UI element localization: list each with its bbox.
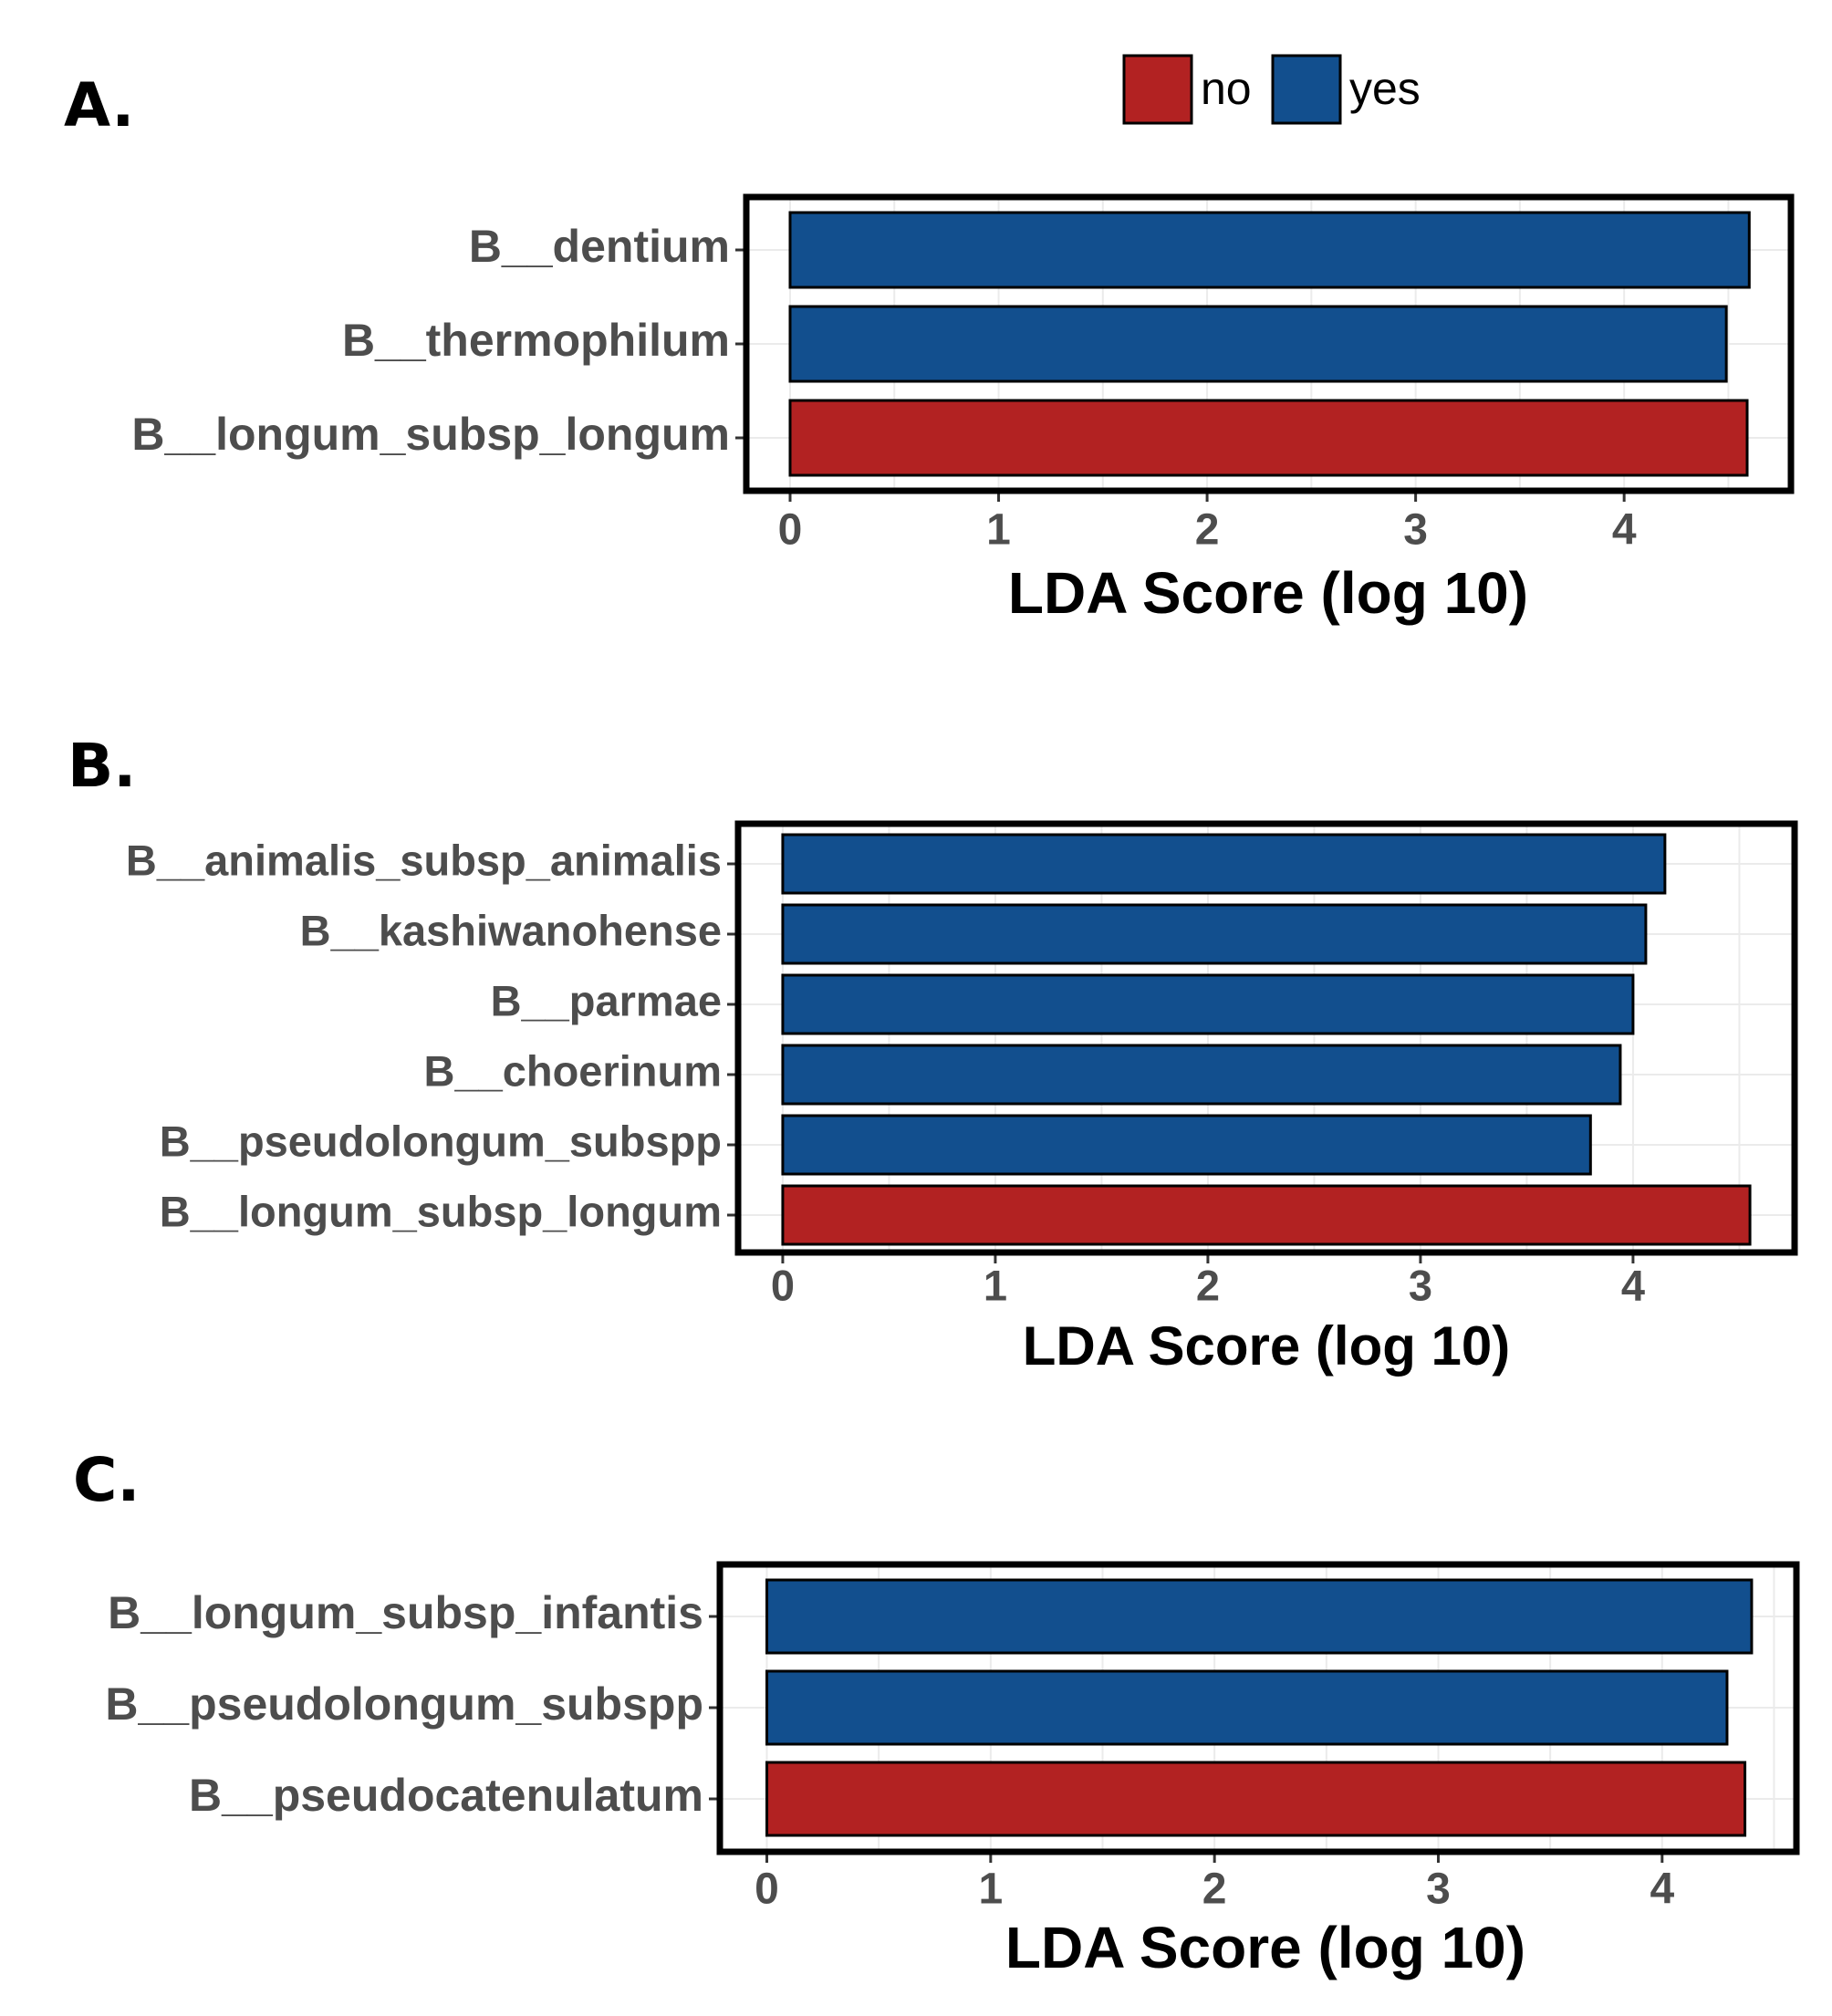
x-tick-label-1: 1: [978, 1865, 1003, 1914]
legend-label-yes: yes: [1349, 63, 1421, 114]
bar-b-kashiwanohense: [781, 903, 1648, 965]
x-axis: 0 1 2 3 4: [778, 493, 1637, 555]
x-tick-label-0: 0: [771, 1261, 795, 1309]
panel-label: C.: [73, 1445, 141, 1515]
x-tick-label-0: 0: [755, 1865, 779, 1914]
bars: [781, 833, 1752, 1246]
legend-key-no: [1122, 54, 1193, 125]
bar-b-longum-subsp-infantis: [765, 1578, 1754, 1655]
x-axis: 0 1 2 3 4: [771, 1254, 1645, 1309]
x-tick-label-0: 0: [778, 506, 803, 555]
category-label-b-choerinum: B__choerinum: [424, 1046, 722, 1095]
x-axis-title: LDA Score (log 10): [1008, 560, 1528, 626]
x-axis: 0 1 2 3 4: [755, 1854, 1674, 1914]
chart-panel-a: A. B__dentium B__thermophilum B__longum_sub…: [64, 70, 1795, 626]
legend: no yes: [1122, 54, 1421, 125]
x-tick-label-2: 2: [1196, 1261, 1220, 1309]
category-label-b-longum-subsp-longum: B__longum_subsp_longum: [160, 1187, 722, 1235]
category-label-b-pseudolongum-subspp: B__pseudolongum_subspp: [105, 1678, 703, 1730]
x-tick-label-3: 3: [1409, 1261, 1432, 1309]
panel-frame: [716, 1561, 1800, 1855]
panel-frame: [734, 820, 1798, 1256]
bar-b-choerinum: [781, 1044, 1622, 1106]
x-axis-title: LDA Score (log 10): [1005, 1915, 1525, 1980]
bar-b-longum-subsp-longum: [781, 1184, 1752, 1246]
bar-b-thermophilum: [788, 305, 1728, 383]
bar-b-pseudocatenulatum: [765, 1761, 1747, 1837]
category-label-b-dentium: B__dentium: [469, 221, 730, 272]
y-axis: B__dentium B__thermophilum B__longum_subsp…: [131, 221, 744, 460]
bar-b-dentium: [788, 211, 1751, 289]
category-label-b-parmae: B__parmae: [491, 976, 722, 1024]
bar-b-pseudolongum-subspp: [781, 1114, 1592, 1176]
x-tick-label-4: 4: [1612, 506, 1637, 555]
category-label-b-thermophilum: B__thermophilum: [342, 315, 730, 366]
y-axis: B__animalis_subsp_animalis B__kashiwanohe…: [126, 836, 736, 1235]
chart-panel-b: B. B__animalis_subsp_animalis B__kashiwano…: [68, 731, 1798, 1377]
x-tick-label-4: 4: [1621, 1261, 1645, 1309]
x-tick-label-1: 1: [986, 506, 1011, 555]
bars: [788, 211, 1751, 477]
bar-b-parmae: [781, 973, 1635, 1035]
category-label-b-longum-subsp-infantis: B__longum_subsp_infantis: [108, 1587, 703, 1638]
x-tick-label-3: 3: [1426, 1865, 1451, 1914]
bars: [765, 1578, 1754, 1837]
x-tick-label-2: 2: [1202, 1865, 1227, 1914]
chart-panel-c: C. B__longum_subsp_infantis B__pseudolongu…: [73, 1445, 1800, 1980]
bar-b-pseudolongum-subspp: [765, 1669, 1729, 1746]
x-tick-label-4: 4: [1650, 1865, 1674, 1914]
legend-label-no: no: [1201, 63, 1252, 114]
bar-b-animalis-subsp-animalis: [781, 833, 1667, 895]
category-label-b-animalis-subsp-animalis: B__animalis_subsp_animalis: [126, 836, 722, 884]
x-tick-label-3: 3: [1403, 506, 1428, 555]
panel-label: B.: [68, 731, 136, 801]
panel-label: A.: [64, 70, 134, 140]
category-label-b-pseudolongum-subspp: B__pseudolongum_subspp: [160, 1117, 722, 1165]
panel-frame: [743, 193, 1795, 494]
category-label-b-longum-subsp-longum: B__longum_subsp_longum: [131, 409, 730, 460]
x-tick-label-1: 1: [984, 1261, 1007, 1309]
y-axis: B__longum_subsp_infantis B__pseudolongum_…: [105, 1587, 718, 1821]
bar-b-longum-subsp-longum: [788, 399, 1749, 477]
legend-key-yes: [1271, 54, 1342, 125]
x-tick-label-2: 2: [1195, 506, 1220, 555]
category-label-b-pseudocatenulatum: B__pseudocatenulatum: [189, 1770, 703, 1821]
category-label-b-kashiwanohense: B__kashiwanohense: [300, 906, 722, 954]
x-axis-title: LDA Score (log 10): [1023, 1315, 1511, 1377]
